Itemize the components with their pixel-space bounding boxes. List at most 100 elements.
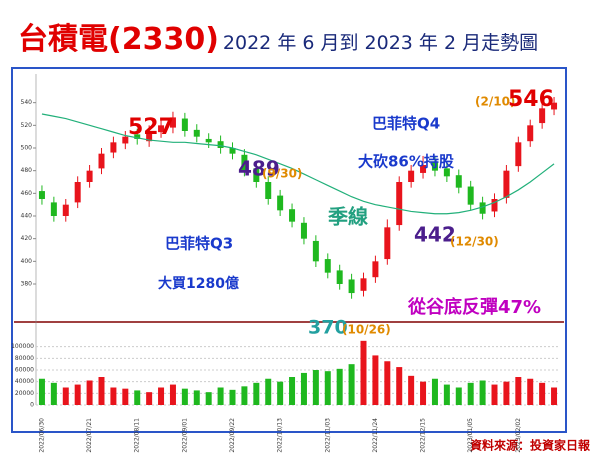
volume-bar	[193, 390, 200, 405]
candle-body	[348, 279, 355, 294]
volume-bar	[324, 371, 331, 405]
volume-bar	[74, 384, 81, 405]
volume-bar	[62, 387, 69, 405]
chart-subtitle: 2022 年 6 月到 2023 年 2 月走勢圖	[222, 32, 539, 54]
volume-bar	[467, 382, 474, 405]
annotation: 370	[308, 317, 348, 339]
candle-body	[479, 202, 486, 214]
annotation: 巴菲特Q4	[372, 115, 440, 133]
source: 資料來源：投資家日報	[470, 438, 591, 453]
chart-title: 台積電(2330)	[18, 22, 219, 57]
candle-body	[408, 170, 415, 182]
annotation: 546	[508, 87, 554, 112]
volume-bar	[396, 367, 403, 405]
volume-bar	[289, 377, 296, 405]
candle-body	[122, 136, 129, 144]
volume-bar	[431, 378, 438, 405]
volume-bar	[527, 378, 534, 405]
annotation: 442	[414, 223, 456, 247]
volume-bar	[134, 390, 141, 405]
annotation: 527	[128, 115, 174, 140]
volume-bar	[336, 368, 343, 405]
volume-bar	[443, 384, 450, 405]
annotation: 從谷底反彈47%	[407, 296, 541, 318]
annotation: (10/26)	[342, 323, 391, 337]
candle-body	[193, 129, 200, 137]
candle-body	[277, 195, 284, 211]
annotation: 大砍86%持股	[358, 153, 455, 171]
volume-bar	[312, 370, 319, 405]
y-tick-label: 0	[30, 402, 34, 409]
volume-bar	[515, 377, 522, 405]
candle-body	[384, 227, 391, 260]
volume-bar	[503, 381, 510, 405]
volume-bar	[146, 392, 153, 405]
x-tick-label: 2022/08/11	[134, 418, 141, 453]
candle-body	[50, 202, 57, 216]
volume-bar	[205, 392, 212, 405]
candle-body	[229, 148, 236, 154]
candle-body	[98, 153, 105, 169]
volume-bar	[265, 378, 272, 405]
candle-body	[146, 131, 153, 142]
title: 台積電(2330) 2022 年 6 月到 2023 年 2 月走勢圖	[18, 14, 538, 58]
candle-body	[253, 168, 260, 182]
candle-body	[360, 278, 367, 291]
volume-bar	[539, 382, 546, 405]
volume-bar	[277, 381, 284, 405]
candle-body	[134, 134, 141, 139]
y-tick-label: 100000	[11, 343, 34, 350]
volume-bar	[110, 387, 117, 405]
candle-body	[455, 175, 462, 188]
y-tick-label: 400	[21, 258, 33, 265]
candle-body	[372, 261, 379, 278]
candle-body	[324, 259, 331, 273]
chart-frame	[11, 67, 567, 433]
y-tick-label: 420	[21, 235, 33, 242]
y-tick-label: 480	[21, 167, 33, 174]
x-tick-label: 2022/09/01	[181, 418, 188, 453]
candle-body	[396, 182, 403, 226]
candle-body	[420, 165, 427, 173]
candle-body	[241, 154, 248, 171]
candle-body	[110, 142, 117, 153]
candle-body	[312, 240, 319, 262]
candle-body	[431, 161, 438, 171]
x-tick-label: 2023/01/05	[467, 418, 474, 453]
candle-body	[300, 222, 307, 239]
candle-body	[158, 125, 165, 133]
volume-bar	[98, 377, 105, 405]
volume-bar	[408, 375, 415, 405]
volume-bar	[348, 364, 355, 405]
x-tick-label: 2022/06/30	[38, 418, 45, 453]
volume-bar	[122, 388, 129, 405]
candle-body	[443, 168, 450, 177]
candle-body	[74, 182, 81, 203]
annotation: 季線	[327, 205, 368, 229]
y-tick-label: 520	[21, 122, 33, 129]
x-tick-label: 2022/11/03	[324, 418, 331, 453]
volume-bar	[372, 355, 379, 405]
candle-body	[62, 204, 69, 216]
y-tick-label: 460	[21, 190, 33, 197]
x-tick-label: 2022/11/24	[372, 418, 379, 453]
candle-body	[491, 199, 498, 212]
y-tick-label: 540	[21, 99, 33, 106]
candle-body	[86, 170, 93, 182]
candle-body	[503, 170, 510, 198]
volume-bar	[181, 388, 188, 405]
x-tick-label: 2022/09/22	[229, 418, 236, 453]
candle-body	[205, 138, 212, 143]
y-tick-label: 380	[21, 281, 33, 288]
x-tick-label: 2022/10/13	[277, 418, 284, 453]
volume-bar	[169, 384, 176, 405]
annotation: (9/30)	[262, 167, 302, 181]
annotation: 大買1280億	[158, 275, 239, 292]
y-tick-label: 500	[21, 145, 33, 152]
volume-bar	[241, 386, 248, 405]
x-tick-label: 2023/02/02	[515, 418, 522, 453]
volume-bar	[86, 380, 93, 405]
candle-body	[539, 108, 546, 124]
candle-body	[217, 141, 224, 148]
